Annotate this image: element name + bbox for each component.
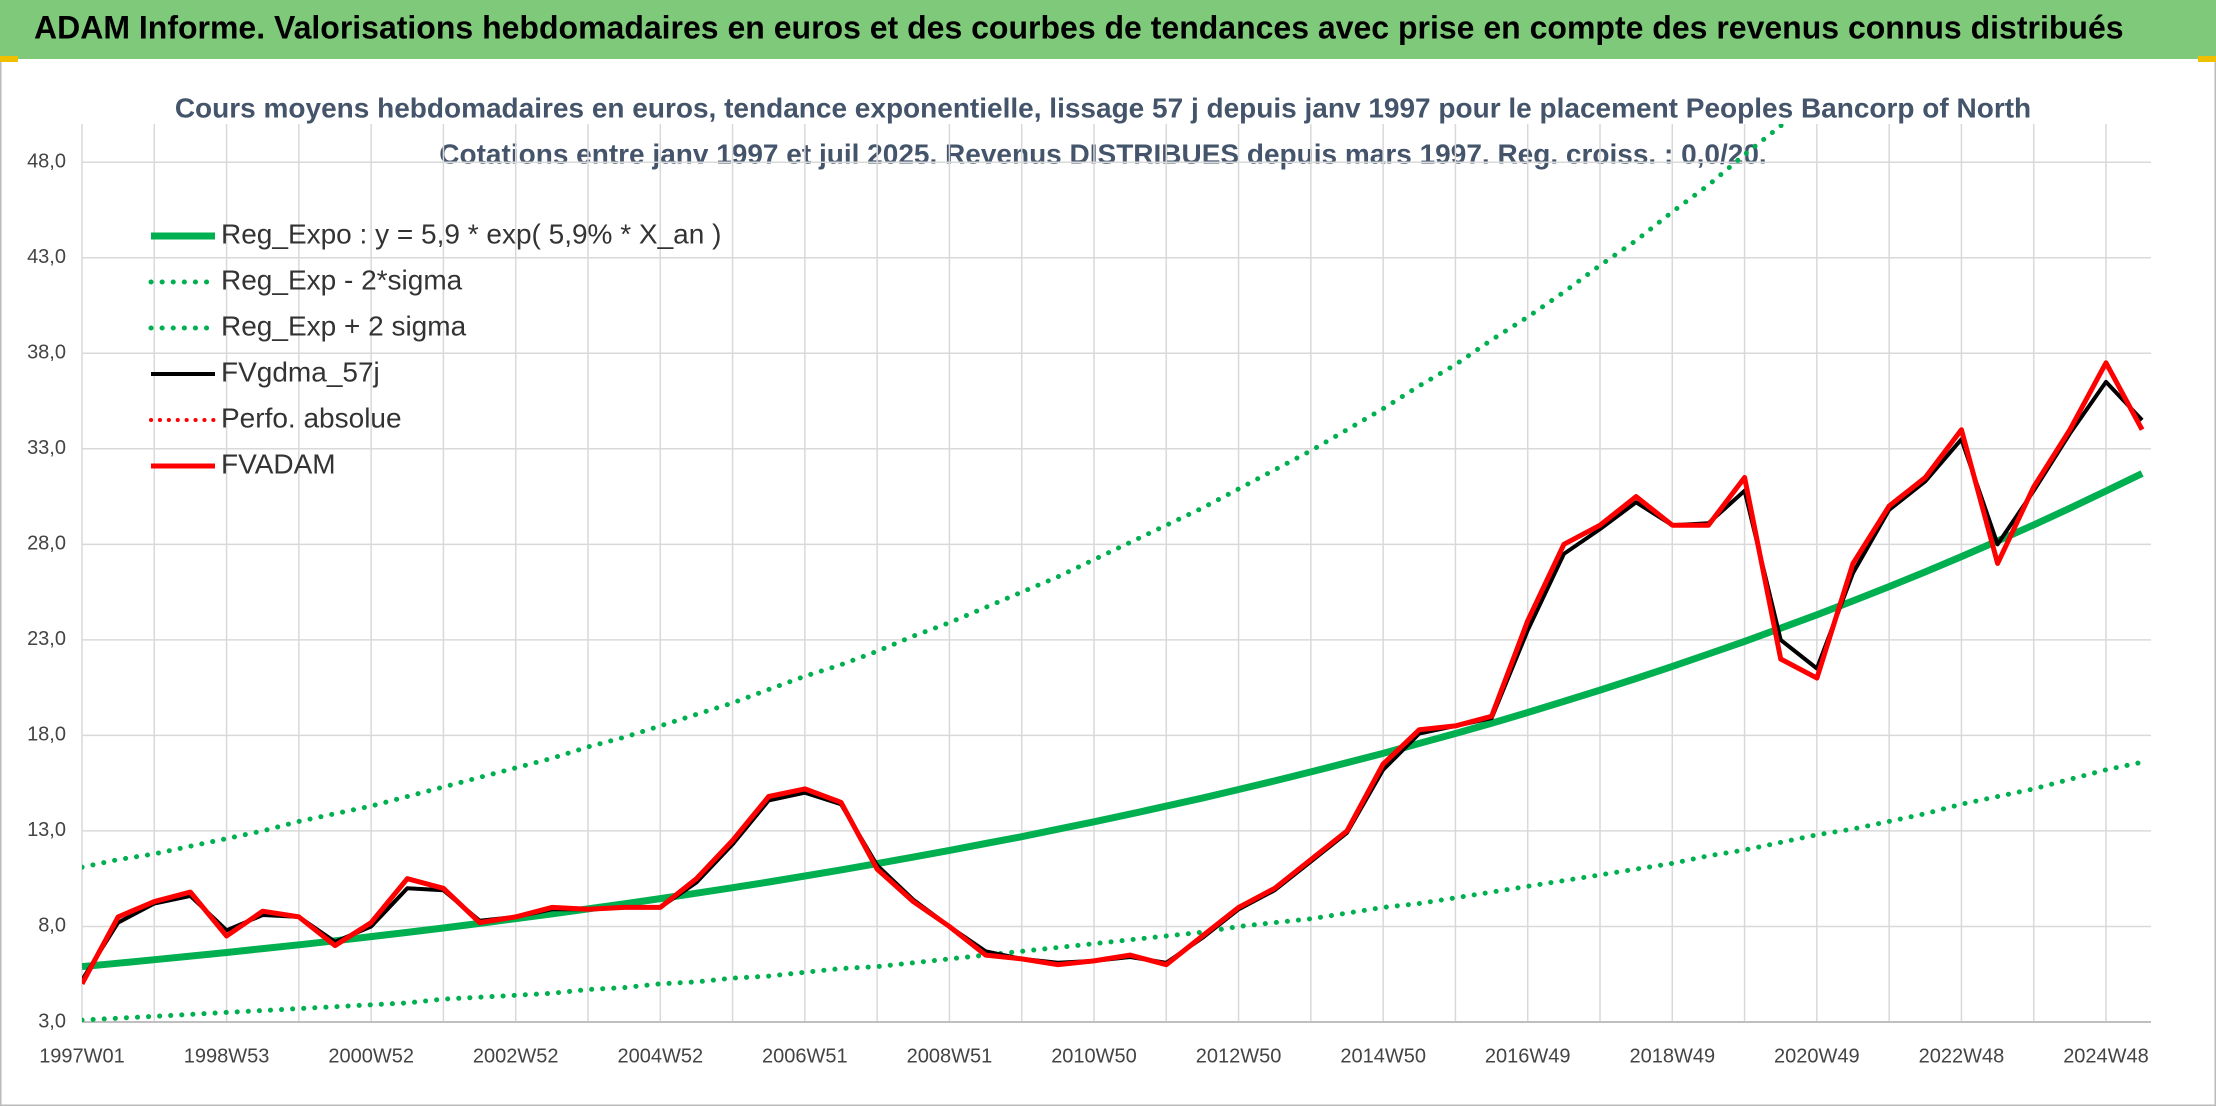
y-tick-label: 13,0 (27, 819, 66, 841)
legend-label: FVgdma_57j (221, 356, 380, 387)
y-tick-label: 33,0 (27, 437, 66, 459)
x-tick-label: 2004W52 (617, 1045, 703, 1067)
y-tick-label: 43,0 (27, 246, 66, 268)
x-tick-label: 1998W53 (184, 1045, 270, 1067)
legend-label: Reg_Expo : y = 5,9 * exp( 5,9% * X_an ) (221, 218, 721, 249)
y-tick-label: 48,0 (27, 150, 66, 172)
corner-mark (0, 56, 18, 62)
series-line (82, 360, 2145, 985)
y-tick-label: 3,0 (38, 1010, 66, 1032)
header-title: ADAM Informe. Valorisations hebdomadaire… (34, 9, 2124, 45)
x-tick-label: 2010W50 (1051, 1045, 1137, 1067)
x-tick-label: 2012W50 (1196, 1045, 1282, 1067)
x-tick-label: 2016W49 (1485, 1045, 1571, 1067)
legend-label: FVADAM (221, 448, 336, 479)
y-tick-label: 38,0 (27, 342, 66, 364)
x-tick-label: 2006W51 (762, 1045, 848, 1067)
y-tick-label: 23,0 (27, 628, 66, 650)
x-tick-label: 2008W51 (907, 1045, 993, 1067)
x-tick-label: 2020W49 (1774, 1045, 1860, 1067)
grid: 3,0 8,0 13,0 18,0 23,0 28,0 33,0 38,0 43,0 48,0 19… (27, 124, 2151, 1067)
x-tick-label: 2024W48 (2063, 1045, 2149, 1067)
y-tick-label: 8,0 (38, 915, 66, 937)
x-tick-label: 1997W01 (39, 1045, 125, 1067)
legend-label: Reg_Exp - 2*sigma (221, 264, 463, 295)
y-tick-label: 28,0 (27, 533, 66, 555)
chart-subtitle: Cotations entre janv 1997 et juil 2025. … (439, 138, 1766, 169)
legend-label: Reg_Exp + 2 sigma (221, 310, 467, 341)
legend-label: Perfo. absolue (221, 402, 402, 433)
y-tick-label: 18,0 (27, 724, 66, 746)
x-tick-label: 2022W48 (1919, 1045, 2005, 1067)
x-tick-label: 2018W49 (1629, 1045, 1715, 1067)
plot (82, 124, 2145, 1022)
x-tick-label: 2000W52 (328, 1045, 414, 1067)
x-tick-label: 2002W52 (473, 1045, 559, 1067)
corner-mark (2198, 56, 2216, 62)
legend: Reg_Expo : y = 5,9 * exp( 5,9% * X_an ) R… (148, 218, 721, 479)
series-line (82, 759, 2145, 1022)
chart-title: Cours moyens hebdomadaires en euros, ten… (175, 92, 2031, 123)
x-tick-label: 2014W50 (1340, 1045, 1426, 1067)
header-bar (0, 0, 2216, 59)
series-line (82, 470, 2144, 971)
